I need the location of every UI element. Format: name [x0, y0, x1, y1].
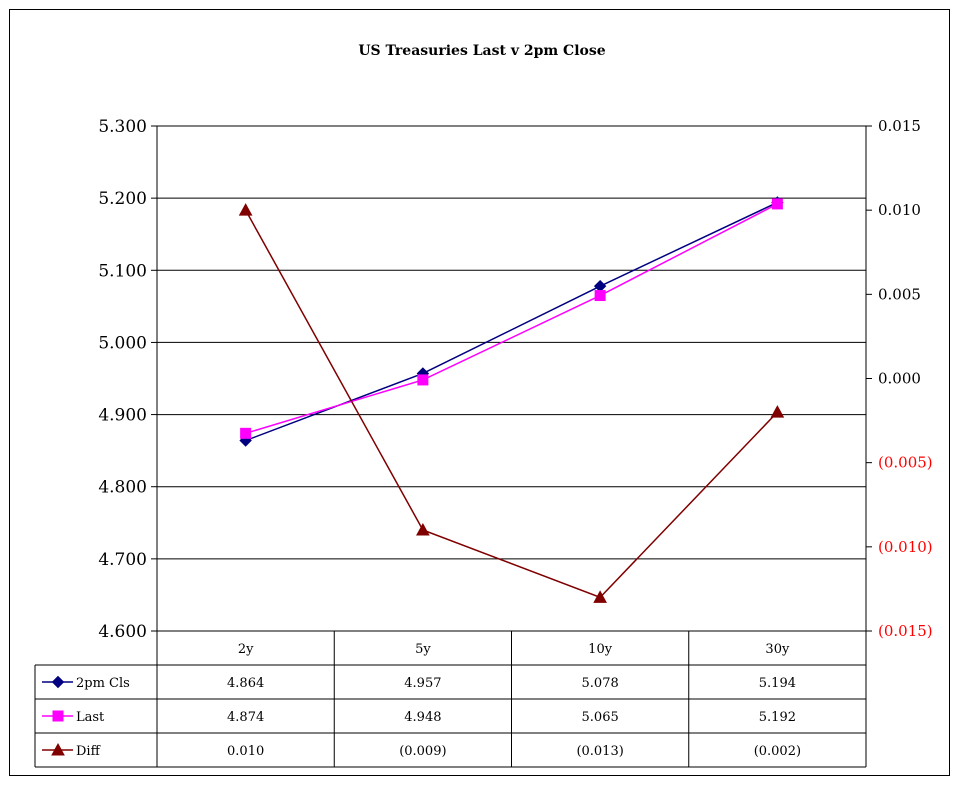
triangle-marker	[770, 405, 785, 418]
right-tick-label: (0.010)	[878, 538, 933, 556]
square-marker	[594, 290, 606, 302]
table-row: Diff 0.010 (0.009) (0.013) (0.002)	[42, 742, 801, 759]
data-label: 4.874	[227, 710, 264, 725]
series-diff	[238, 203, 785, 603]
series-line	[245, 203, 778, 435]
data-label: 5.065	[582, 710, 619, 725]
left-tick-label: 5.200	[98, 189, 147, 209]
data-label: 0.010	[227, 744, 264, 759]
data-label: 5.192	[759, 710, 796, 725]
left-tick-label: 4.800	[98, 478, 147, 498]
square-marker	[240, 427, 252, 439]
triangle-marker	[51, 742, 65, 756]
right-tick-label: 0.005	[878, 285, 921, 303]
category-label: 5y	[415, 642, 431, 657]
triangle-marker	[238, 203, 253, 216]
square-marker	[771, 198, 783, 210]
axes	[151, 125, 872, 632]
left-tick-label: 5.100	[98, 261, 147, 281]
data-label: (0.013)	[576, 744, 623, 759]
legend-label: Diff	[76, 744, 102, 759]
series-line	[244, 209, 778, 599]
square-marker	[52, 710, 64, 722]
left-tick-label: 4.900	[98, 406, 147, 426]
square-marker	[417, 374, 429, 386]
chart-frame	[9, 9, 950, 776]
left-tick-label: 4.700	[98, 550, 147, 570]
left-tick-label: 5.300	[98, 117, 147, 137]
category-label: 30y	[765, 642, 790, 657]
right-axis-ticks: (0.015) (0.010) (0.005) 0.000 0.005 0.010 0.01…	[878, 117, 933, 640]
right-tick-label: 0.000	[878, 370, 921, 388]
legend-label: 2pm Cls	[76, 676, 130, 691]
data-label: 5.078	[582, 676, 619, 691]
data-table: 2y 5y 10y 30y 2pm Cls 4.864 4.957 5.078 5.194 Las…	[34, 630, 867, 768]
chart-title: US Treasuries Last v 2pm Close	[358, 43, 605, 59]
series-last	[240, 198, 783, 439]
table-row: 2pm Cls 4.864 4.957 5.078 5.194	[42, 675, 796, 691]
data-label: 4.948	[404, 710, 441, 725]
data-label: 4.957	[404, 676, 441, 691]
left-tick-label: 5.000	[98, 333, 147, 353]
right-tick-label: 0.010	[878, 201, 921, 219]
category-label: 2y	[238, 642, 254, 657]
gridlines	[157, 125, 866, 632]
right-tick-label: (0.005)	[878, 454, 933, 472]
category-label: 10y	[588, 642, 613, 657]
left-tick-label: 4.600	[98, 622, 147, 642]
triangle-marker	[593, 590, 607, 603]
right-tick-label: (0.015)	[878, 622, 933, 640]
data-label: 5.194	[759, 676, 796, 691]
legend-label: Last	[76, 710, 105, 725]
series-layer	[238, 196, 785, 603]
data-label: (0.009)	[399, 744, 446, 759]
data-label: (0.002)	[754, 744, 801, 759]
diamond-marker	[51, 675, 65, 689]
data-label: 4.864	[227, 676, 264, 691]
left-axis-ticks: 4.600 4.700 4.800 4.900 5.000 5.100 5.200 5.300	[98, 117, 147, 642]
triangle-marker	[416, 522, 430, 536]
table-row: Last 4.874 4.948 5.065 5.192	[42, 710, 796, 725]
right-tick-label: 0.015	[878, 117, 921, 135]
